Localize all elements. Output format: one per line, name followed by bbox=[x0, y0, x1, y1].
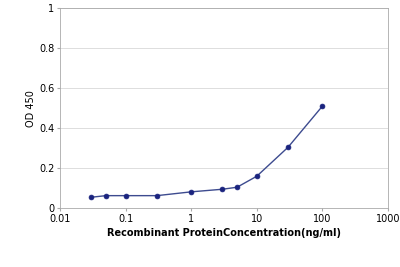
X-axis label: Recombinant ProteinConcentration(ng/ml): Recombinant ProteinConcentration(ng/ml) bbox=[107, 228, 341, 238]
Y-axis label: OD 450: OD 450 bbox=[26, 90, 36, 127]
